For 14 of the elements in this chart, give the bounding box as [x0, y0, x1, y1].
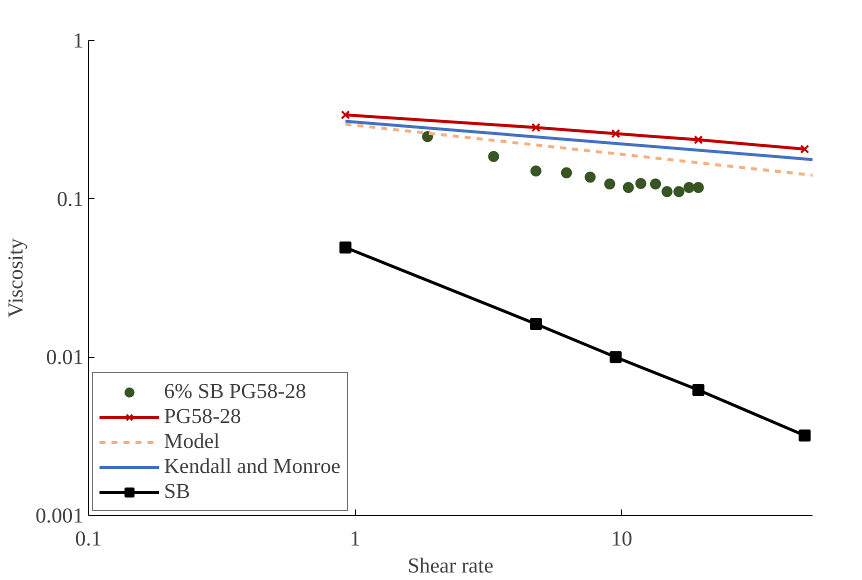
- legend-label: 6% SB PG58-28: [164, 379, 306, 404]
- y-tick-label: 0.1: [56, 186, 84, 211]
- legend-label: PG58-28: [164, 404, 242, 429]
- x-tick-label: 10: [610, 526, 632, 550]
- legend-label: SB: [164, 479, 190, 504]
- y-tick-label: 0.01: [46, 345, 84, 370]
- y-tick-label: 1: [72, 28, 84, 52]
- x-tick-label: 1: [350, 526, 360, 550]
- legend-label: Model: [164, 429, 220, 454]
- legend-label: Kendall and Monroe: [164, 454, 340, 479]
- x-axis-title: Shear rate: [408, 554, 494, 578]
- x-tick-label: 0.1: [75, 526, 102, 550]
- y-tick-label: 0.001: [36, 504, 84, 528]
- y-axis-title: Viscosity: [4, 238, 28, 318]
